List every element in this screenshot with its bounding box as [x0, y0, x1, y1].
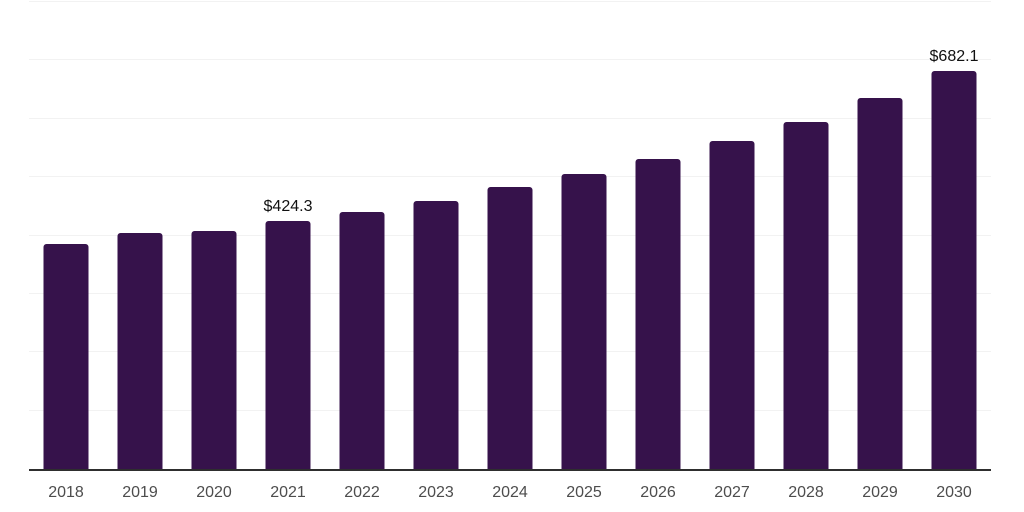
x-tick-label-2022: 2022: [344, 484, 380, 501]
x-tick-label-2024: 2024: [492, 484, 528, 501]
bar-2020: [191, 231, 237, 469]
band-2028: [769, 2, 843, 469]
x-tick-label-2027: 2027: [714, 484, 750, 501]
bar-2028: [783, 121, 829, 469]
band-2026: [621, 2, 695, 469]
bar-value-label-2021: $424.3: [263, 198, 313, 216]
x-tick-label-2029: 2029: [862, 484, 898, 501]
band-2020: [177, 2, 251, 469]
bar-2025: [561, 174, 607, 469]
band-2029: [843, 2, 917, 469]
band-2023: [399, 2, 473, 469]
band-2022: [325, 2, 399, 469]
band-2025: [547, 2, 621, 469]
x-tick-label-2018: 2018: [48, 484, 84, 501]
bar-2030: [931, 70, 977, 469]
x-tick-label-2019: 2019: [122, 484, 158, 501]
bar-2019: [117, 233, 163, 469]
x-tick-label-2026: 2026: [640, 484, 676, 501]
bar-2026: [635, 158, 681, 469]
band-2021: $424.3: [251, 2, 325, 469]
x-tick-label-2030: 2030: [936, 484, 972, 501]
bar-2022: [339, 212, 385, 469]
gridline-600: [29, 117, 991, 119]
x-tick-label-2021: 2021: [270, 484, 306, 501]
band-2019: [103, 2, 177, 469]
band-2027: [695, 2, 769, 469]
gridline-500: [29, 176, 991, 178]
bar-value-label-2030: $682.1: [929, 47, 979, 65]
bar-2027: [709, 141, 755, 469]
band-2024: [473, 2, 547, 469]
bar-2029: [857, 97, 903, 469]
gridline-700: [29, 59, 991, 61]
plot-area: $424.3 $682.1: [29, 1, 991, 471]
band-2018: [29, 2, 103, 469]
x-tick-label-2020: 2020: [196, 484, 232, 501]
bar-2024: [487, 187, 533, 469]
x-axis-line: [29, 469, 991, 471]
gridline-800: [29, 1, 991, 2]
x-tick-label-2025: 2025: [566, 484, 602, 501]
bar-2021: [265, 221, 311, 469]
x-axis-labels: 2018 2019 2020 2021 2022 2023 2024 2025 2026 2027…: [29, 484, 991, 502]
bar-2023: [413, 201, 459, 469]
bar-2018: [43, 243, 89, 469]
x-tick-label-2028: 2028: [788, 484, 824, 501]
x-tick-label-2023: 2023: [418, 484, 454, 501]
band-2030: $682.1: [917, 2, 991, 469]
bars-container: $424.3 $682.1: [29, 2, 991, 469]
